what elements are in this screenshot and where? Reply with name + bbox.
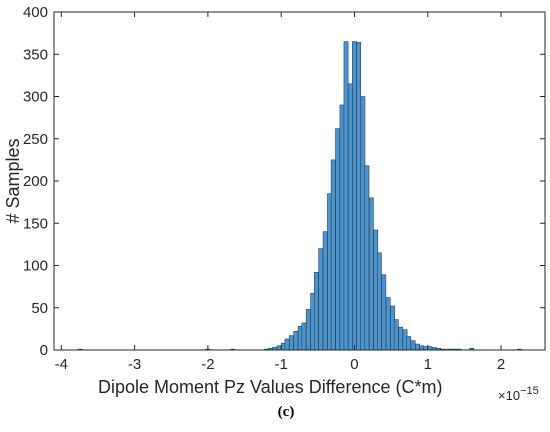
x-tick-label: 2 xyxy=(497,356,505,373)
x-axis-exponent-base: ×10 xyxy=(498,388,520,403)
x-tick-label: -1 xyxy=(275,356,288,373)
x-tick-label: -3 xyxy=(128,356,141,373)
histogram-bar xyxy=(415,343,420,351)
y-tick-label: 200 xyxy=(23,173,48,190)
histogram-bar xyxy=(330,159,336,351)
histogram-bar xyxy=(305,309,311,351)
y-ticks-group: 0 50 100 150 200 250 300 350 400 xyxy=(23,4,545,359)
x-axis-exponent: ×10−15 xyxy=(498,385,539,403)
histogram-bar xyxy=(293,331,299,351)
histogram-bar xyxy=(335,128,340,351)
histogram-bar xyxy=(322,231,328,351)
histogram-bar xyxy=(410,340,416,351)
plot-frame xyxy=(53,11,546,351)
histogram-bar xyxy=(313,271,319,351)
figure-caption: (c) xyxy=(278,404,295,420)
histogram-bar xyxy=(381,274,387,351)
x-ticks-group: -4 -3 -2 -1 0 1 2 xyxy=(55,12,505,373)
y-tick-label: 150 xyxy=(23,215,48,232)
y-tick-label: 350 xyxy=(23,46,48,63)
y-tick-label: 300 xyxy=(23,89,48,106)
y-tick-label: 400 xyxy=(23,4,48,21)
histogram-bar xyxy=(276,345,282,351)
histogram-bar xyxy=(385,297,391,351)
histogram-bar xyxy=(368,197,374,351)
histogram-bar xyxy=(356,42,362,351)
y-axis-label: # Samples xyxy=(3,138,23,223)
histogram-bar xyxy=(284,338,290,351)
y-tick-label: 50 xyxy=(31,300,48,317)
histogram-bar xyxy=(376,252,382,351)
histogram-bar xyxy=(423,346,428,351)
histogram-bar xyxy=(360,96,366,351)
x-tick-label: -4 xyxy=(55,356,68,373)
histogram-bar xyxy=(301,322,307,351)
histogram-bar xyxy=(427,346,433,351)
x-tick-label: 0 xyxy=(350,356,358,373)
bars-group xyxy=(77,41,522,351)
histogram-bar xyxy=(347,83,353,351)
y-tick-label: 250 xyxy=(23,131,48,148)
x-tick-label: -2 xyxy=(201,356,214,373)
histogram-bar xyxy=(406,336,412,351)
histogram-bar xyxy=(318,248,324,351)
histogram-bar xyxy=(398,326,404,351)
x-axis-label: Dipole Moment Pz Values Difference (C*m) xyxy=(98,377,442,397)
histogram-bar xyxy=(364,165,370,351)
histogram-bar xyxy=(393,319,399,351)
y-tick-label: 100 xyxy=(23,258,48,275)
y-tick-label: 0 xyxy=(40,342,48,359)
histogram-bar xyxy=(289,335,294,351)
histogram-bar xyxy=(339,104,345,351)
x-tick-label: 1 xyxy=(424,356,432,373)
histogram-bar xyxy=(352,41,357,351)
histogram-bar xyxy=(343,41,349,351)
x-axis-exponent-power: −15 xyxy=(520,385,539,397)
